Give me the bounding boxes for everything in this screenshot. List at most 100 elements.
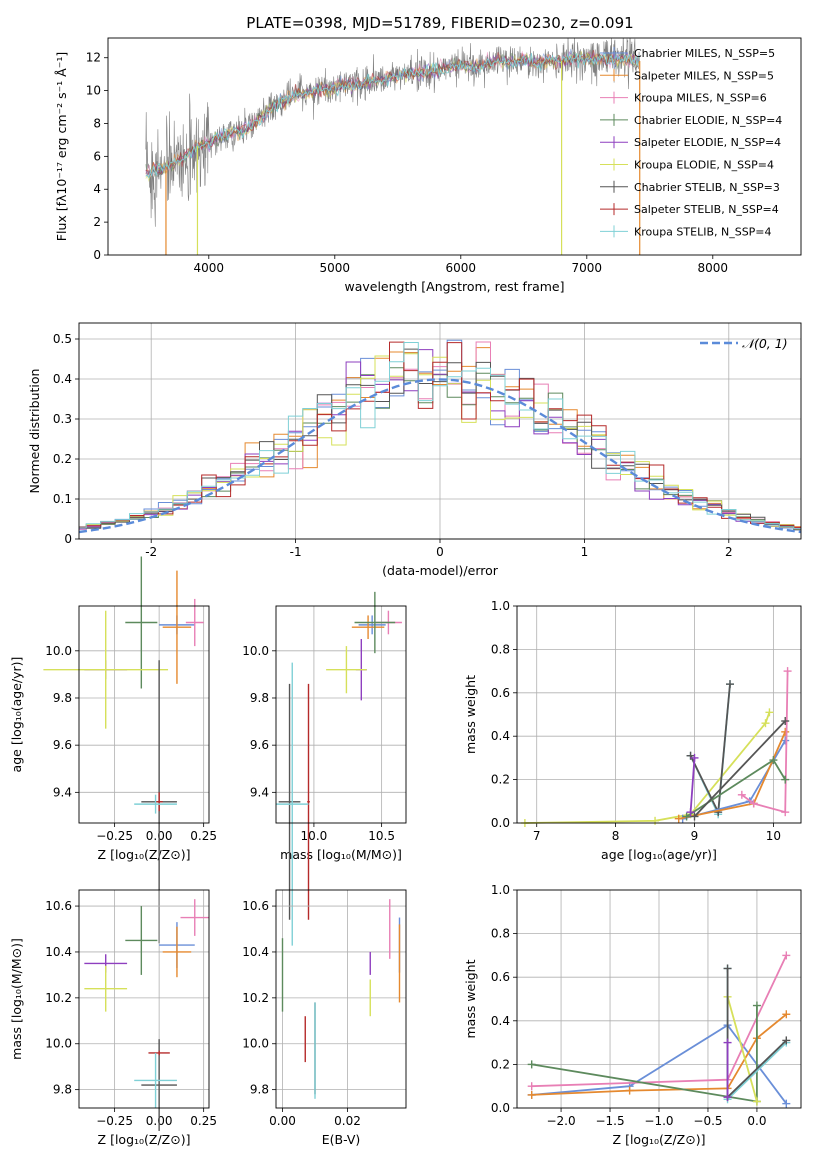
errorbar-point	[84, 965, 128, 1012]
axes-frame	[516, 605, 802, 824]
legend-label: Kroupa MILES, N_SSP=6	[634, 92, 767, 105]
weight-marker	[781, 736, 790, 745]
y-tick-label: 2	[93, 215, 101, 229]
weight-marker	[752, 1097, 761, 1106]
y-tick-label: 0.4	[53, 372, 72, 386]
weight_vs_Z-lines	[527, 951, 791, 1108]
age_vs_Z-axes: −0.25 0.00 0.259.49.69.810.0Z [log₁₀(Z/Z⊙)…	[9, 606, 217, 862]
histogram-step	[79, 341, 801, 529]
x-axis-label: wavelength [Angstrom, rest frame]	[344, 279, 564, 294]
errorbar-point	[43, 610, 169, 729]
weight-marker	[690, 812, 699, 821]
weight-line	[741, 671, 789, 814]
weight-marker	[782, 1036, 791, 1045]
weight-marker	[651, 816, 660, 825]
errorbar-point	[354, 591, 396, 654]
figure-title: PLATE=0398, MJD=51789, FIBERID=0230, z=0…	[246, 14, 633, 32]
weight-line	[693, 720, 786, 818]
weight-marker	[723, 1093, 732, 1102]
weight-line	[689, 757, 696, 813]
y-tick-label: 0.6	[491, 970, 510, 984]
weight-line	[726, 996, 758, 1102]
weight-marker	[690, 753, 699, 762]
weight-marker	[527, 1082, 536, 1091]
weight-marker	[625, 1086, 634, 1095]
normal-curve	[79, 378, 801, 534]
y-tick-label: 10.6	[45, 899, 72, 913]
x-axis-label: Z [log₁₀(Z/Z⊙)]	[98, 847, 191, 862]
x-tick-label: −1.0	[644, 1114, 673, 1128]
axes-frame	[78, 605, 210, 824]
errorbar-point	[185, 598, 204, 647]
x-axis-label: mass [log₁₀(M/M⊙)]	[280, 847, 402, 862]
errorbar-point	[134, 1052, 177, 1108]
x-tick-label: 0.25	[190, 1114, 217, 1128]
x-tick-label: −1.5	[595, 1114, 624, 1128]
legend-label: 𝒩(0, 1)	[742, 336, 788, 351]
y-tick-label: 10.0	[45, 1037, 72, 1051]
hist-steps	[79, 339, 801, 534]
y-tick-label: 10.2	[45, 991, 72, 1005]
y-tick-label: 0.8	[491, 642, 510, 656]
legend-label: Salpeter ELODIE, N_SSP=4	[634, 136, 781, 149]
x-tick-label: 10.0	[301, 829, 328, 843]
y-tick-label: 4	[93, 182, 101, 196]
x-tick-label: 0.00	[269, 1114, 296, 1128]
weight-marker	[723, 1038, 732, 1047]
weight-marker	[769, 756, 778, 765]
legend-label: Salpeter STELIB, N_SSP=4	[634, 203, 779, 216]
spectrum-lines	[145, 38, 641, 255]
x-axis-label: age [log₁₀(age/yr)]	[601, 847, 717, 862]
x-tick-label: −0.5	[693, 1114, 722, 1128]
x-tick-label: -1	[290, 545, 302, 559]
y-tick-label: 9.4	[53, 785, 72, 799]
y-tick-label: 12	[86, 51, 101, 65]
axes-frame	[516, 889, 802, 1109]
x-axis-label: Z [log₁₀(Z/Z⊙)]	[613, 1132, 706, 1147]
histogram-step	[79, 353, 801, 530]
weight-marker	[726, 680, 734, 689]
y-tick-label: 9.8	[250, 1083, 269, 1097]
plot-layer: 4000 5000 6000 7000 8000024681012wavelength …	[9, 37, 802, 1147]
residuals-axes: -2 -1 0 1 2 0 0.1 0.2 0.3 0.4 0.5 (data-model)/erro…	[27, 323, 801, 578]
y-tick-label: 9.6	[53, 738, 72, 752]
y-tick-label: 0.3	[53, 412, 72, 426]
axes-frame	[275, 889, 407, 1109]
weight_vs_age-lines	[520, 667, 792, 827]
spectrum-axes: 4000 5000 6000 7000 8000 0 2 4 6 8 10 12 wavelength …	[54, 51, 728, 294]
x-tick-label: 8000	[698, 261, 729, 275]
mass_vs_ebv-axes: 0.00 0.02 9.8 10.0 10.2 10.4 10.6 E(B-V)	[242, 890, 406, 1147]
errorbar-point	[278, 683, 301, 920]
errorbar-point	[125, 556, 158, 689]
weight-marker	[781, 717, 790, 726]
y-tick-label: 0.4	[491, 1014, 510, 1028]
errorbar-point	[358, 615, 386, 635]
y-tick-label: 1.0	[491, 883, 510, 897]
weight-marker	[682, 812, 691, 821]
y-tick-label: 0.5	[53, 332, 72, 346]
legend-label: Salpeter MILES, N_SSP=5	[634, 69, 774, 82]
legend-label: Chabrier STELIB, N_SSP=3	[634, 181, 780, 194]
weight-marker	[782, 951, 791, 960]
y-tick-label: 9.8	[53, 691, 72, 705]
y-tick-label: 0.1	[53, 492, 72, 506]
legend-label: Kroupa ELODIE, N_SSP=4	[634, 159, 774, 172]
y-axis-label: Flux [fλ10⁻¹⁷ erg cm⁻² s⁻¹ Å⁻¹]	[54, 52, 69, 241]
age_vs_mass-points	[276, 591, 402, 946]
legend-label: Chabrier ELODIE, N_SSP=4	[634, 114, 782, 127]
axes-frame	[78, 322, 802, 540]
y-axis-label: mass weight	[463, 675, 478, 754]
errorbar-point	[162, 570, 192, 684]
y-tick-label: 10.4	[45, 945, 72, 959]
spectrum-model-line	[145, 50, 640, 177]
y-tick-label: 10.0	[242, 1037, 269, 1051]
histogram-step	[79, 339, 801, 531]
x-tick-label: 7	[533, 829, 541, 843]
x-tick-label: −0.25	[96, 829, 133, 843]
y-tick-label: 0.6	[491, 686, 510, 700]
spectrum-legend: Chabrier MILES, N_SSP=5 Salpeter MILES, N…	[600, 47, 782, 238]
errorbar-point	[351, 615, 385, 640]
x-tick-label: 10	[766, 829, 781, 843]
x-tick-label: 7000	[572, 261, 603, 275]
